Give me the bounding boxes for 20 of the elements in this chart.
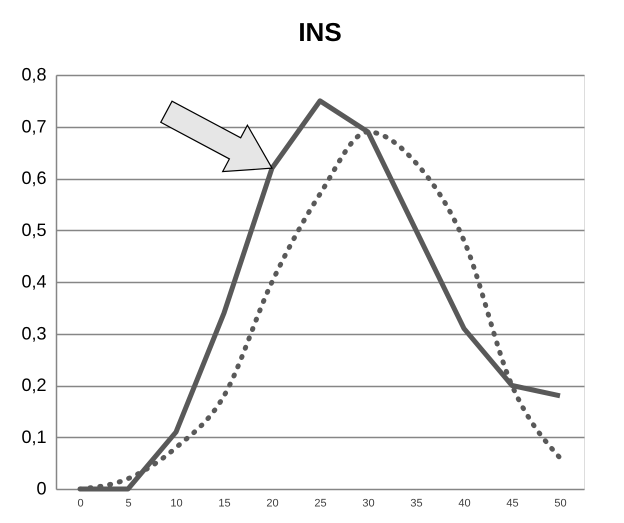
x-tick-label: 30	[362, 498, 375, 510]
x-tick-label: 40	[458, 498, 471, 510]
y-tick-label: 0,4	[21, 272, 46, 292]
chart-title: INS	[298, 17, 342, 47]
x-tick-label: 50	[554, 498, 567, 510]
x-tick-label: 45	[506, 498, 519, 510]
x-tick-label: 0	[77, 498, 84, 510]
y-tick-label: 0,6	[21, 168, 46, 188]
y-tick-label: 0,3	[21, 323, 46, 344]
y-tick-label: 0,5	[21, 220, 46, 240]
x-tick-label: 10	[170, 498, 183, 510]
x-tick-label: 20	[266, 498, 279, 510]
x-tick-label: 35	[410, 498, 423, 510]
y-tick-label: 0,2	[21, 375, 46, 395]
x-tick-label: 15	[218, 498, 231, 510]
y-tick-label: 0,1	[21, 426, 46, 447]
y-tick-label: 0,8	[21, 64, 46, 84]
x-tick-label: 25	[314, 498, 327, 510]
y-tick-label: 0,7	[21, 116, 46, 136]
x-tick-label: 5	[125, 498, 132, 510]
